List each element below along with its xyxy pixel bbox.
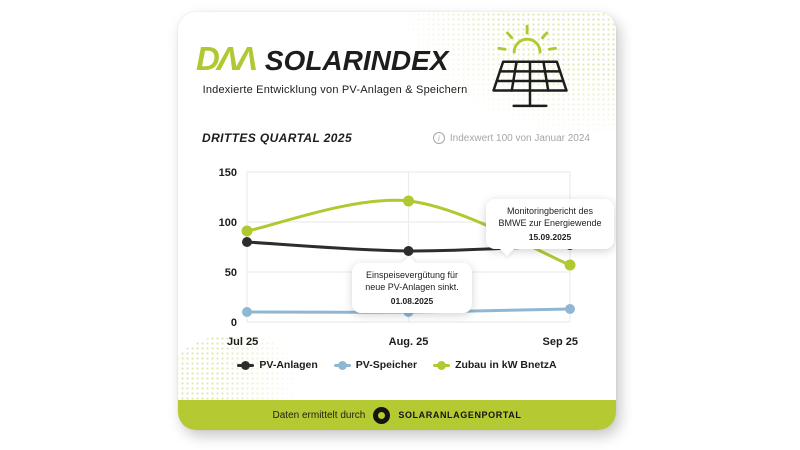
legend-marker-icon [433,360,451,370]
annotation-date: 01.08.2025 [390,296,434,307]
daa-logo: DΛΛ [196,40,258,77]
data-point [242,237,252,247]
legend-marker-icon [237,360,255,370]
x-tick-label: Jul 25 [227,336,258,348]
header: DΛΛ SOLARINDEX [196,42,448,75]
legend-item-pv-anlagen: PV-Anlagen [237,359,318,371]
legend-item-zubau: Zubau in kW BnetzA [433,359,557,371]
data-point [565,304,575,314]
legend-label: Zubau in kW BnetzA [455,359,557,371]
footer-label: Daten ermittelt durch [272,409,366,421]
annotation-date: 15.09.2025 [528,232,572,243]
annotation-text: Einspeisevergütung für neue PV-Anlagen s… [365,270,459,292]
data-point [403,195,414,207]
legend-marker-icon [333,360,351,370]
annotation-text: Monitoringbericht des BMWE zur Energiewe… [498,206,602,228]
footer-bar: Daten ermittelt durch SOLARANLAGENPORTAL [178,400,616,430]
y-tick-label: 0 [231,317,237,329]
page-subtitle: Indexierte Entwicklung von PV-Anlagen & … [202,84,468,96]
page-title: SOLARINDEX [264,45,449,76]
legend-label: PV-Anlagen [259,359,318,371]
chart-canvas: 0 50 100 150 Jul 25 Aug. 25 Sep 25 [219,167,578,348]
x-tick-label: Aug. 25 [389,336,429,348]
line-chart: 0 50 100 150 Jul 25 Aug. 25 Sep 25 [198,162,593,362]
solar-panel-sun-icon [482,22,578,119]
y-tick-label: 150 [219,167,237,179]
data-point [564,259,576,271]
info-icon: i [432,132,445,144]
x-tick-label: Sep 25 [543,336,578,348]
index-note: i Indexwert 100 von Januar 2024 [432,132,590,144]
y-tick-label: 100 [219,217,237,229]
index-note-text: Indexwert 100 von Januar 2024 [449,132,590,144]
legend-label: PV-Speicher [355,359,418,371]
solarindex-card: DΛΛ SOLARINDEX Indexierte Entwicklung vo… [178,12,616,430]
data-point [403,246,414,256]
footer-brand: SOLARANLAGENPORTAL [398,410,522,420]
data-point [241,225,253,237]
legend-item-pv-speicher: PV-Speicher [333,359,418,371]
solaranlagenportal-logo-icon [373,406,391,424]
data-point [242,307,252,317]
annotation-bubble-feed-in: Einspeisevergütung für neue PV-Anlagen s… [352,263,472,314]
chart-legend: PV-Anlagen PV-Speicher Zubau in kW Bnetz… [178,359,616,371]
annotation-bubble-monitoring: Monitoringbericht des BMWE zur Energiewe… [486,199,614,250]
y-tick-label: 50 [225,267,237,279]
quarter-heading: DRITTES QUARTAL 2025 [202,131,353,145]
